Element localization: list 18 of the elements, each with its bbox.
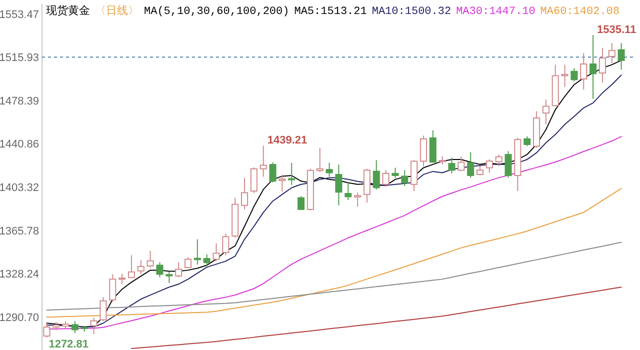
y-tick-label: 1328.24 [0,268,39,281]
annotation: 1439.21 [267,134,308,147]
y-tick-label: 1478.39 [0,95,39,108]
legend-entry: MA10:1500.32 [372,6,452,18]
y-tick-label: 1365.78 [0,225,39,238]
annotation: MA(5,10,30,60,100,200) [144,6,290,18]
y-tick-label: 1515.93 [0,52,39,64]
subtitle: 〈日线〉 [95,6,139,18]
y-tick-label: 1553.47 [0,8,39,21]
legend-entry: MA5:1513.21 [294,6,367,18]
y-tick-label: 1440.86 [0,138,39,151]
legend-entry: MA30:1447.10 [456,6,536,18]
annotation: 1535.11 [597,24,636,36]
title: 现货黄金 [46,6,90,18]
y-tick-label: 1403.32 [0,182,39,194]
y-tick-label: 1290.70 [0,312,39,324]
legend-entry: MA60:1402.08 [540,6,620,18]
annotation: 1272.81 [48,338,88,350]
